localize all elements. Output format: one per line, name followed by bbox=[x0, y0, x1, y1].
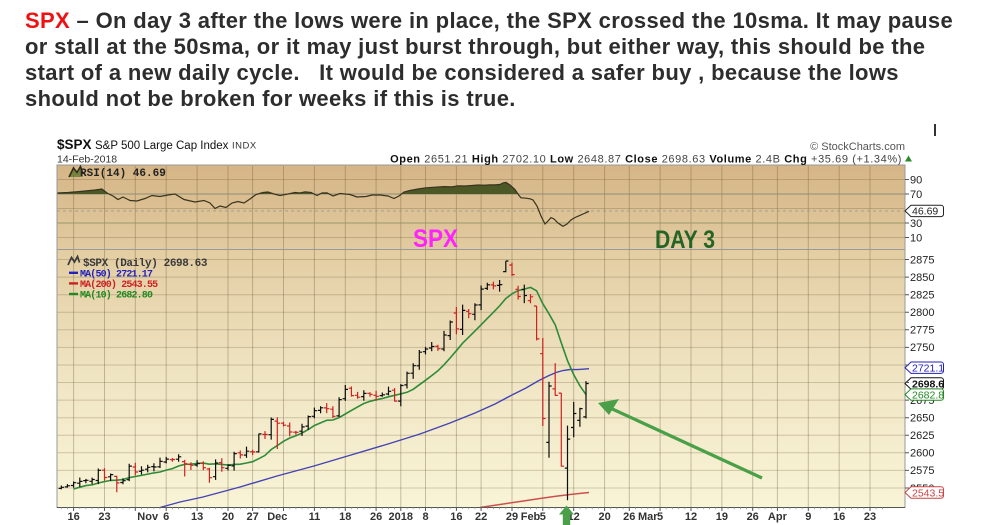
svg-text:6: 6 bbox=[163, 511, 169, 523]
svg-text:2575: 2575 bbox=[910, 465, 934, 477]
svg-text:14-Feb-2018: 14-Feb-2018 bbox=[57, 154, 117, 166]
svg-text:2825: 2825 bbox=[910, 290, 934, 302]
svg-text:2800: 2800 bbox=[910, 307, 934, 319]
svg-text:Mar: Mar bbox=[638, 511, 658, 523]
svg-text:MA(200) 2543.55: MA(200) 2543.55 bbox=[80, 279, 158, 291]
svg-text:2698.6: 2698.6 bbox=[912, 378, 944, 390]
svg-text:MA(50) 2721.17: MA(50) 2721.17 bbox=[80, 269, 153, 281]
svg-text:© StockCharts.com: © StockCharts.com bbox=[810, 141, 905, 153]
svg-text:10: 10 bbox=[910, 232, 922, 244]
svg-text:S&P 500 Large Cap Index: S&P 500 Large Cap Index bbox=[95, 140, 229, 152]
svg-text:11: 11 bbox=[309, 511, 321, 523]
svg-text:8: 8 bbox=[422, 511, 428, 523]
svg-text:2543.5: 2543.5 bbox=[912, 487, 944, 499]
svg-text:46.69: 46.69 bbox=[912, 206, 938, 218]
svg-text:13: 13 bbox=[191, 511, 203, 523]
svg-text:$SPX: $SPX bbox=[57, 137, 92, 152]
svg-text:MA(10) 2682.80: MA(10) 2682.80 bbox=[80, 290, 153, 302]
svg-text:30: 30 bbox=[910, 218, 922, 230]
svg-text:90: 90 bbox=[910, 174, 922, 186]
svg-text:INDX: INDX bbox=[232, 141, 257, 152]
svg-text:RSI(14) 46.69: RSI(14) 46.69 bbox=[80, 168, 166, 180]
svg-text:DAY 3: DAY 3 bbox=[655, 226, 715, 254]
svg-text:2721.1: 2721.1 bbox=[912, 363, 944, 375]
svg-text:Dec: Dec bbox=[267, 511, 287, 523]
svg-text:$SPX (Daily) 2698.63: $SPX (Daily) 2698.63 bbox=[83, 258, 208, 270]
svg-text:26: 26 bbox=[623, 511, 635, 523]
svg-text:26: 26 bbox=[370, 511, 382, 523]
svg-text:23: 23 bbox=[864, 511, 876, 523]
svg-text:29: 29 bbox=[506, 511, 518, 523]
svg-text:5: 5 bbox=[657, 511, 663, 523]
svg-text:2650: 2650 bbox=[910, 413, 934, 425]
svg-text:20: 20 bbox=[598, 511, 610, 523]
svg-text:2600: 2600 bbox=[910, 448, 934, 460]
svg-text:9: 9 bbox=[805, 511, 811, 523]
svg-text:2875: 2875 bbox=[910, 254, 934, 266]
svg-text:16: 16 bbox=[67, 511, 79, 523]
svg-text:5: 5 bbox=[540, 511, 546, 523]
svg-text:Apr: Apr bbox=[768, 511, 788, 523]
svg-text:16: 16 bbox=[450, 511, 462, 523]
svg-text:2682.8: 2682.8 bbox=[912, 389, 944, 401]
svg-text:2018: 2018 bbox=[389, 511, 413, 523]
svg-text:2775: 2775 bbox=[910, 325, 934, 337]
svg-text:Nov: Nov bbox=[137, 511, 159, 523]
svg-text:12: 12 bbox=[685, 511, 697, 523]
svg-text:16: 16 bbox=[833, 511, 845, 523]
svg-text:22: 22 bbox=[475, 511, 487, 523]
svg-text:2750: 2750 bbox=[910, 342, 934, 354]
svg-text:70: 70 bbox=[910, 189, 922, 201]
svg-text:Feb: Feb bbox=[521, 511, 541, 523]
svg-text:23: 23 bbox=[98, 511, 110, 523]
svg-text:19: 19 bbox=[716, 511, 728, 523]
svg-text:26: 26 bbox=[747, 511, 759, 523]
svg-text:18: 18 bbox=[339, 511, 351, 523]
svg-text:SPX: SPX bbox=[413, 225, 458, 253]
svg-text:27: 27 bbox=[246, 511, 258, 523]
svg-text:20: 20 bbox=[222, 511, 234, 523]
svg-text:2625: 2625 bbox=[910, 430, 934, 442]
svg-text:Open 2651.21 High 2702.10 Low: Open 2651.21 High 2702.10 Low 2648.87 Cl… bbox=[390, 154, 902, 166]
svg-text:2850: 2850 bbox=[910, 272, 934, 284]
